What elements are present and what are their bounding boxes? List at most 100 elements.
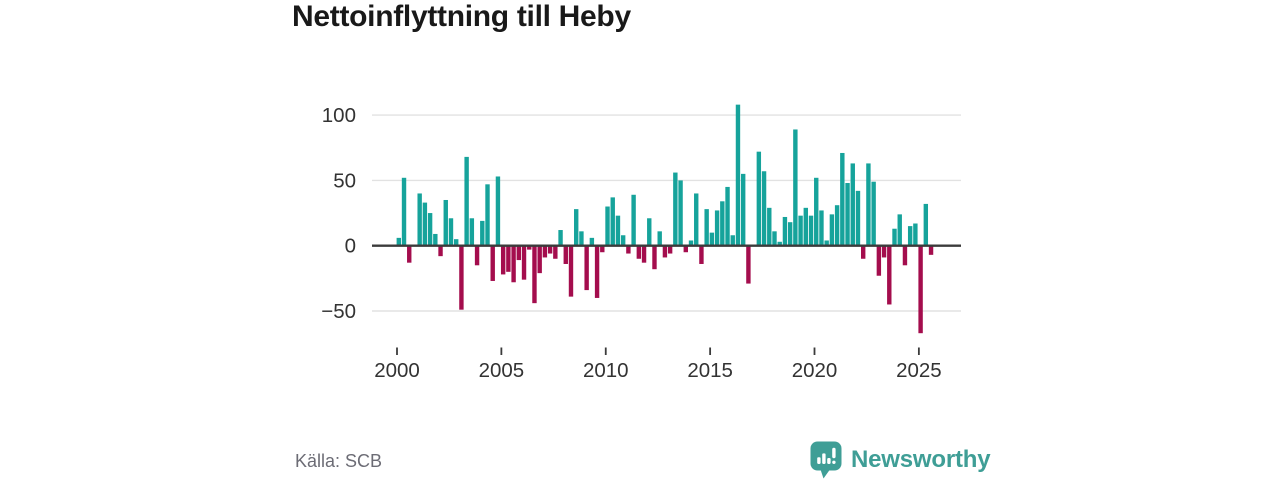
bar-2014Q3 <box>699 245 704 264</box>
bar-2021Q2 <box>840 152 845 246</box>
icon-bar-tall <box>822 453 826 464</box>
bar-2009Q4 <box>600 245 605 253</box>
bar-2025Q1 <box>918 245 923 334</box>
bar-2012Q1 <box>647 218 652 246</box>
bar-2009Q2 <box>589 237 595 246</box>
bar-2012Q4 <box>662 245 668 258</box>
y-tick-label--50: −50 <box>321 300 356 323</box>
bar-2002Q4 <box>454 239 459 246</box>
bar-2016Q1 <box>730 235 735 246</box>
newsworthy-logo: Newsworthy <box>810 441 991 479</box>
icon-exclamation-dot <box>832 460 836 464</box>
bar-2009Q3 <box>594 245 600 298</box>
bar-2015Q4 <box>725 186 730 246</box>
bar-2024Q2 <box>902 245 908 266</box>
bar-2016Q2 <box>735 104 741 246</box>
bar-2010Q4 <box>620 235 626 246</box>
x-tick-label-2000: 2000 <box>374 359 420 382</box>
bar-2023Q2 <box>881 245 887 258</box>
bar-2013Q4 <box>683 245 688 253</box>
bar-2022Q1 <box>855 190 861 246</box>
bar-2001Q4 <box>433 233 438 246</box>
bar-2011Q4 <box>641 245 647 263</box>
bar-2018Q3 <box>782 216 788 246</box>
y-tick-label-50: 50 <box>333 169 356 192</box>
bar-2003Q1 <box>459 245 464 310</box>
bar-2023Q3 <box>887 245 892 305</box>
bar-2003Q3 <box>469 218 475 246</box>
bar-2017Q4 <box>767 207 772 246</box>
bar-2011Q2 <box>631 194 636 246</box>
bar-2003Q2 <box>464 156 469 246</box>
brand-wordmark: Newsworthy <box>851 446 991 473</box>
bar-2015Q2 <box>714 210 720 246</box>
bar-2013Q3 <box>678 180 683 246</box>
bar-2003Q4 <box>474 245 480 266</box>
bar-2020Q3 <box>824 240 829 246</box>
bar-2014Q1 <box>688 240 694 246</box>
bar-2013Q2 <box>673 172 678 246</box>
bar-2020Q2 <box>819 210 824 246</box>
bar-2021Q1 <box>834 205 840 246</box>
bar-2016Q3 <box>740 173 746 246</box>
bar-2010Q1 <box>605 206 610 246</box>
bar-2024Q3 <box>907 226 913 246</box>
bar-2014Q2 <box>694 193 699 246</box>
bar-2000Q2 <box>401 177 407 246</box>
bar-2011Q1 <box>626 245 631 254</box>
x-tick-label-2025: 2025 <box>896 359 942 382</box>
bar-2013Q1 <box>667 245 673 254</box>
bar-2009Q1 <box>584 245 589 291</box>
bar-2014Q4 <box>704 209 709 246</box>
bar-2007Q2 <box>547 245 553 254</box>
bar-2015Q1 <box>709 232 715 246</box>
icon-bar-short <box>827 458 831 464</box>
bar-2020Q1 <box>814 177 819 246</box>
bar-2006Q3 <box>532 245 537 304</box>
x-tick-label-2020: 2020 <box>792 359 838 382</box>
bar-2000Q1 <box>396 237 401 246</box>
bar-2019Q1 <box>793 129 798 246</box>
bar-2005Q4 <box>516 245 522 261</box>
bar-2012Q2 <box>652 245 657 270</box>
bar-2022Q2 <box>861 245 866 259</box>
bar-2004Q4 <box>495 176 501 246</box>
bar-2008Q4 <box>579 231 584 246</box>
bar-2025Q2 <box>923 203 929 246</box>
speech-bubble-tail <box>820 468 831 479</box>
bar-2018Q4 <box>787 222 793 246</box>
bar-2000Q3 <box>407 245 412 263</box>
bar-2005Q1 <box>500 245 506 275</box>
bar-2002Q3 <box>448 218 454 246</box>
bar-2021Q4 <box>850 163 855 246</box>
bar-2022Q3 <box>866 163 871 246</box>
bar-2019Q3 <box>803 207 808 246</box>
icon-bar-small <box>817 457 821 464</box>
y-tick-label-100: 100 <box>322 104 356 127</box>
bar-2008Q1 <box>563 245 568 264</box>
bar-2005Q3 <box>511 245 516 283</box>
source-note: Källa: SCB <box>295 451 383 471</box>
bar-2015Q3 <box>720 201 725 246</box>
bar-2022Q4 <box>871 181 876 246</box>
bar-2012Q3 <box>657 231 662 246</box>
bar-2016Q4 <box>746 245 751 284</box>
bar-2017Q3 <box>761 171 767 246</box>
bar-2020Q4 <box>829 214 835 246</box>
bar-2002Q1 <box>438 245 443 257</box>
bar-2005Q2 <box>506 245 511 272</box>
bar-2004Q1 <box>480 220 485 246</box>
bar-2006Q1 <box>521 245 527 280</box>
x-tick-label-2010: 2010 <box>583 359 629 382</box>
bar-2007Q1 <box>542 245 548 258</box>
bar-2017Q2 <box>756 151 762 246</box>
bar-2019Q2 <box>798 215 803 246</box>
bar-2007Q3 <box>553 245 558 259</box>
bar-2021Q3 <box>845 183 850 246</box>
chart-title: Nettoinflyttning till Heby <box>292 0 631 33</box>
bar-2007Q4 <box>558 230 563 246</box>
newsworthy-icon <box>810 441 842 479</box>
bar-2008Q2 <box>568 245 574 297</box>
bar-2004Q2 <box>485 184 490 246</box>
